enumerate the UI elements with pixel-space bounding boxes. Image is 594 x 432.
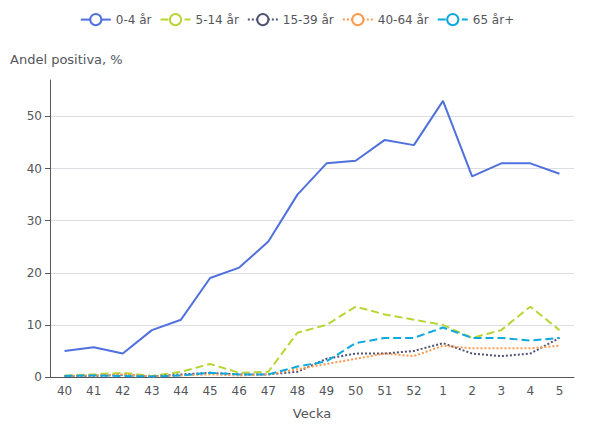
svg-text:40: 40 xyxy=(57,384,72,398)
svg-text:51: 51 xyxy=(377,384,392,398)
svg-text:3: 3 xyxy=(497,384,505,398)
svg-text:43: 43 xyxy=(144,384,159,398)
svg-text:4: 4 xyxy=(527,384,535,398)
svg-text:0-4 år: 0-4 år xyxy=(116,13,152,27)
svg-text:49: 49 xyxy=(319,384,334,398)
svg-text:5-14 år: 5-14 år xyxy=(195,13,238,27)
svg-text:44: 44 xyxy=(173,384,188,398)
svg-text:45: 45 xyxy=(202,384,217,398)
svg-text:0: 0 xyxy=(34,370,42,384)
svg-text:10: 10 xyxy=(27,318,42,332)
svg-text:Vecka: Vecka xyxy=(293,406,331,421)
svg-text:20: 20 xyxy=(27,266,42,280)
svg-text:40-64 år: 40-64 år xyxy=(378,13,429,27)
svg-text:40: 40 xyxy=(27,162,42,176)
svg-text:47: 47 xyxy=(261,384,276,398)
svg-text:48: 48 xyxy=(290,384,305,398)
svg-text:42: 42 xyxy=(115,384,130,398)
svg-text:15-39 år: 15-39 år xyxy=(283,13,334,27)
svg-text:2: 2 xyxy=(468,384,476,398)
svg-text:50: 50 xyxy=(27,109,42,123)
svg-text:65 år+: 65 år+ xyxy=(473,13,514,27)
svg-text:52: 52 xyxy=(406,384,421,398)
svg-text:1: 1 xyxy=(439,384,447,398)
svg-text:5: 5 xyxy=(556,384,564,398)
svg-text:30: 30 xyxy=(27,214,42,228)
svg-text:50: 50 xyxy=(348,384,363,398)
svg-text:46: 46 xyxy=(232,384,247,398)
svg-text:41: 41 xyxy=(86,384,101,398)
svg-text:Andel positiva, %: Andel positiva, % xyxy=(10,52,123,67)
